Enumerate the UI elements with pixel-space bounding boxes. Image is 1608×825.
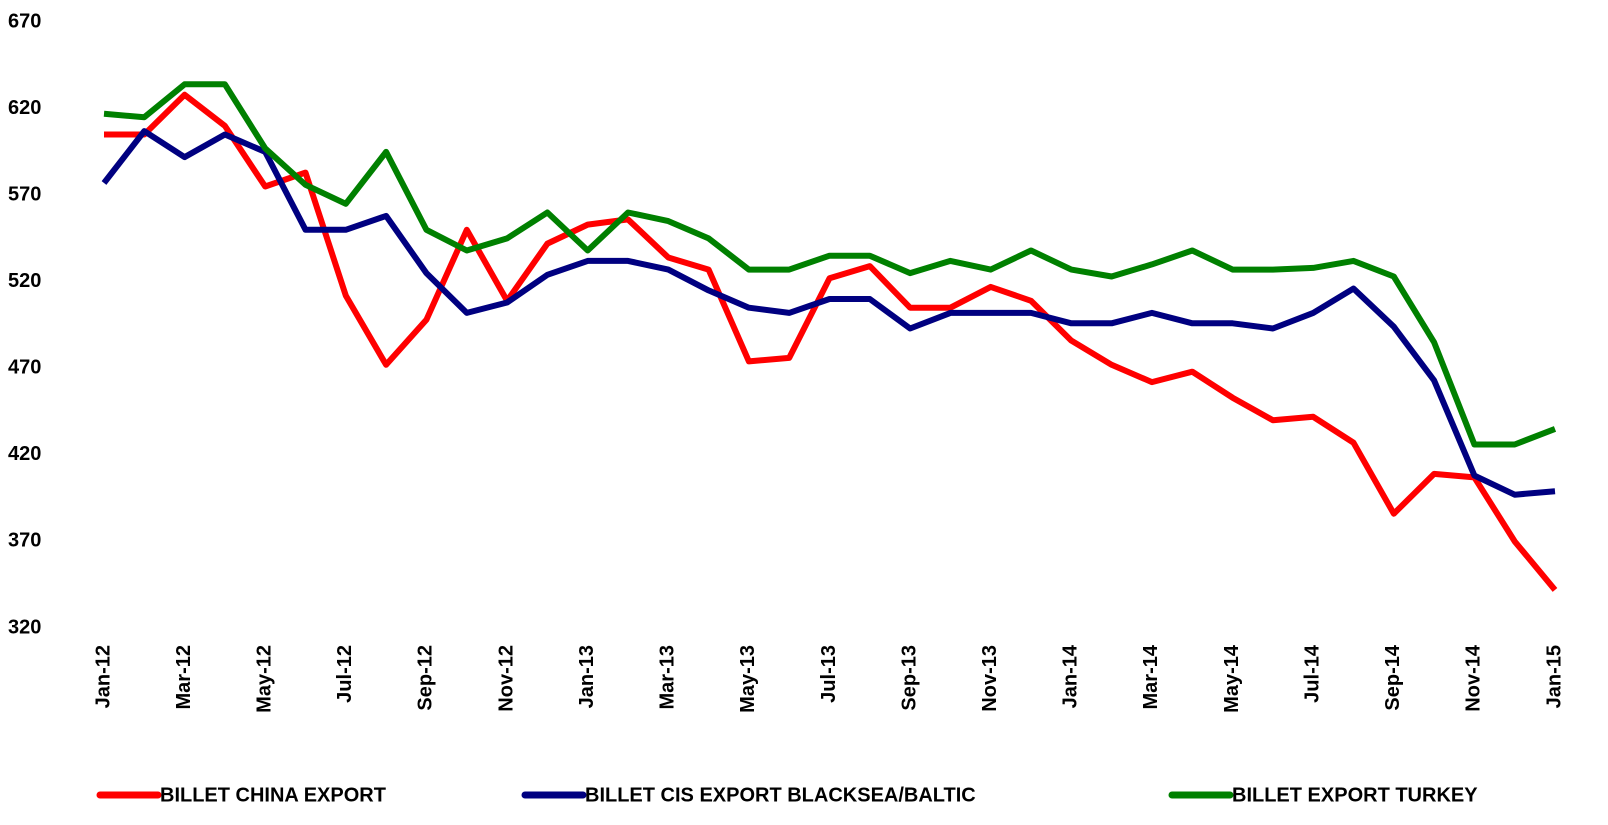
x-tick-label: Mar-14 [1140, 644, 1162, 709]
x-tick-label: Jan-14 [1060, 644, 1082, 708]
x-tick-label: May-14 [1221, 644, 1243, 713]
y-tick-label: 320 [8, 616, 41, 638]
x-tick-label: Nov-12 [495, 645, 517, 712]
x-tick-label: Jul-14 [1301, 644, 1323, 703]
y-tick-label: 620 [8, 97, 41, 119]
x-tick-label: Sep-12 [415, 645, 437, 711]
y-tick-label: 420 [8, 443, 41, 465]
x-tick-label: Jan-12 [92, 645, 114, 708]
series-line [104, 91, 1558, 592]
legend-label: BILLET EXPORT TURKEY [1232, 784, 1478, 806]
y-tick-label: 670 [8, 10, 41, 32]
y-tick-label: 370 [8, 530, 41, 552]
series-line [103, 81, 1557, 448]
x-tick-label: Mar-12 [173, 645, 195, 709]
x-tick-label: Sep-13 [898, 645, 920, 711]
y-tick-label: 470 [8, 357, 41, 379]
x-tick-label: May-12 [254, 645, 276, 713]
series-line [101, 128, 1556, 498]
x-tick-label: Jan-15 [1543, 645, 1565, 708]
x-tick-label: Jan-13 [576, 645, 598, 708]
x-tick-label: Nov-13 [979, 645, 1001, 712]
legend-label: BILLET CHINA EXPORT [160, 784, 386, 806]
x-tick-label: Jul-13 [818, 645, 840, 703]
x-tick-label: Jul-12 [334, 645, 356, 703]
y-tick-label: 520 [8, 270, 41, 292]
x-tick-label: Sep-14 [1382, 644, 1404, 710]
x-tick-label: Mar-13 [657, 645, 679, 709]
y-tick-label: 570 [8, 183, 41, 205]
legend-label: BILLET CIS EXPORT BLACKSEA/BALTIC [585, 784, 976, 806]
x-tick-label: May-13 [737, 645, 759, 713]
x-tick-label: Nov-14 [1463, 644, 1485, 712]
